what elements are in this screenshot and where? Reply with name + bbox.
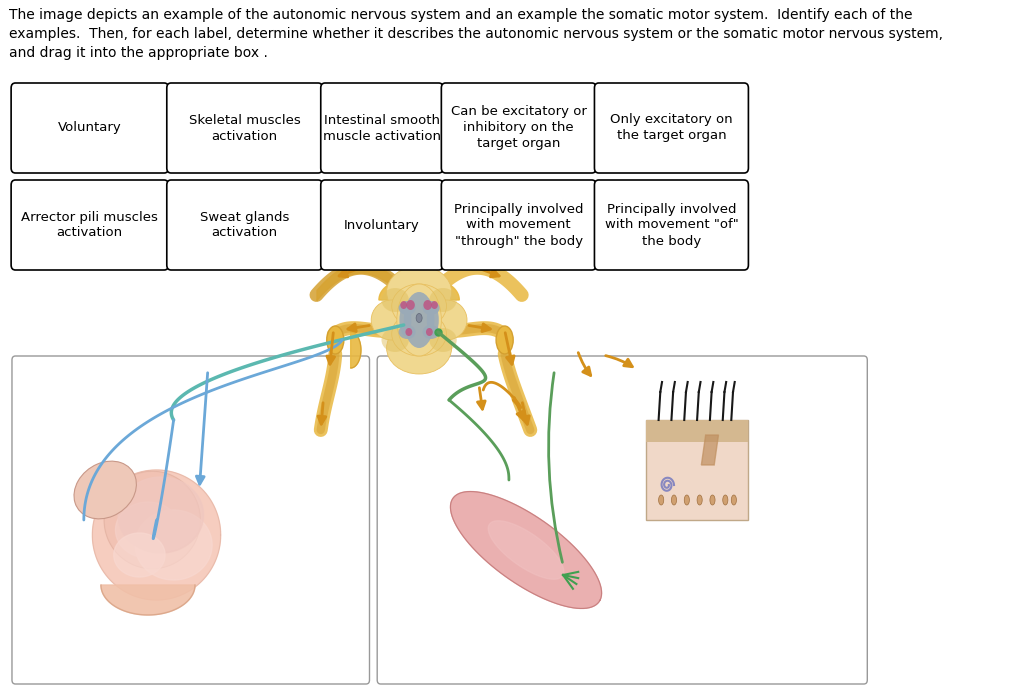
FancyBboxPatch shape	[11, 180, 169, 270]
Ellipse shape	[731, 495, 736, 505]
Ellipse shape	[423, 325, 439, 339]
FancyBboxPatch shape	[377, 356, 867, 684]
Polygon shape	[701, 435, 719, 465]
Polygon shape	[379, 280, 433, 300]
Ellipse shape	[382, 288, 409, 312]
Polygon shape	[101, 585, 195, 615]
Polygon shape	[404, 280, 460, 300]
FancyBboxPatch shape	[167, 180, 323, 270]
Ellipse shape	[423, 301, 439, 315]
Polygon shape	[118, 477, 204, 553]
Ellipse shape	[327, 326, 344, 354]
Ellipse shape	[416, 314, 422, 323]
Text: Skeletal muscles
activation: Skeletal muscles activation	[188, 113, 300, 143]
Ellipse shape	[658, 495, 664, 505]
Ellipse shape	[429, 328, 457, 352]
Ellipse shape	[684, 495, 689, 505]
Text: Involuntary: Involuntary	[344, 218, 420, 232]
Ellipse shape	[392, 312, 446, 356]
Text: The image depicts an example of the autonomic nervous system and an example the : The image depicts an example of the auto…	[8, 8, 942, 60]
FancyBboxPatch shape	[595, 83, 749, 173]
FancyBboxPatch shape	[167, 83, 323, 173]
Ellipse shape	[398, 325, 416, 339]
FancyBboxPatch shape	[441, 180, 596, 270]
Ellipse shape	[423, 300, 432, 310]
Ellipse shape	[431, 301, 438, 309]
Text: Can be excitatory or
inhibitory on the
target organ: Can be excitatory or inhibitory on the t…	[451, 106, 587, 150]
FancyBboxPatch shape	[595, 180, 749, 270]
Ellipse shape	[406, 328, 413, 336]
Ellipse shape	[403, 292, 434, 348]
FancyBboxPatch shape	[321, 180, 443, 270]
FancyBboxPatch shape	[11, 83, 169, 173]
Ellipse shape	[400, 301, 408, 309]
Ellipse shape	[723, 495, 728, 505]
Text: Principally involved
with movement "of"
the body: Principally involved with movement "of" …	[604, 202, 738, 248]
Ellipse shape	[399, 304, 412, 336]
Text: Arrector pili muscles
activation: Arrector pili muscles activation	[22, 211, 159, 239]
Ellipse shape	[387, 322, 452, 374]
Ellipse shape	[398, 301, 416, 315]
Ellipse shape	[407, 300, 415, 310]
Polygon shape	[135, 510, 212, 580]
FancyBboxPatch shape	[321, 83, 443, 173]
Polygon shape	[451, 491, 601, 608]
Ellipse shape	[392, 284, 446, 328]
Text: Principally involved
with movement
"through" the body: Principally involved with movement "thro…	[454, 202, 584, 248]
Ellipse shape	[372, 300, 413, 340]
Ellipse shape	[496, 326, 513, 354]
Ellipse shape	[672, 495, 677, 505]
FancyBboxPatch shape	[646, 420, 749, 442]
FancyBboxPatch shape	[646, 420, 749, 520]
Polygon shape	[488, 521, 564, 579]
Ellipse shape	[426, 328, 433, 336]
Ellipse shape	[74, 461, 136, 519]
Polygon shape	[350, 332, 360, 368]
Text: Intestinal smooth
muscle activation: Intestinal smooth muscle activation	[323, 113, 441, 143]
Ellipse shape	[387, 266, 452, 318]
FancyBboxPatch shape	[441, 83, 596, 173]
Ellipse shape	[397, 284, 441, 356]
Ellipse shape	[710, 495, 715, 505]
Ellipse shape	[697, 495, 702, 505]
Polygon shape	[92, 470, 221, 600]
Text: Voluntary: Voluntary	[58, 122, 122, 134]
Ellipse shape	[426, 300, 467, 340]
FancyBboxPatch shape	[12, 356, 370, 684]
Text: Sweat glands
activation: Sweat glands activation	[200, 211, 290, 239]
Ellipse shape	[427, 304, 438, 336]
Ellipse shape	[382, 328, 409, 352]
Text: Only excitatory on
the target organ: Only excitatory on the target organ	[610, 113, 733, 143]
Polygon shape	[114, 533, 165, 577]
Ellipse shape	[429, 288, 457, 312]
Polygon shape	[104, 471, 201, 568]
Polygon shape	[116, 502, 180, 558]
